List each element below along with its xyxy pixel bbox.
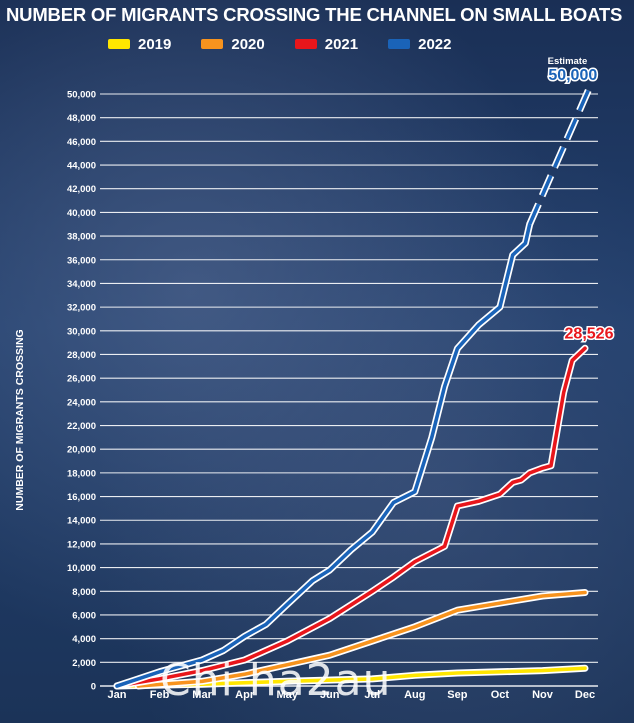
y-tick-label: 48,000: [67, 113, 96, 124]
series-line: [115, 666, 587, 688]
x-tick-label: Sep: [447, 689, 467, 701]
y-tick-label: 28,000: [67, 350, 96, 361]
estimate-line: [528, 87, 591, 225]
x-tick-label: Jun: [320, 689, 340, 701]
legend-swatch-2022: [388, 39, 411, 49]
y-tick-label: 10,000: [67, 563, 96, 574]
legend: 2019 2020 2021 2022: [108, 34, 482, 54]
watermark: Chi ha2au: [160, 655, 392, 706]
y-tick-label: 6,000: [72, 610, 96, 621]
x-tick-label: Oct: [491, 689, 510, 701]
x-tick-label: Aug: [404, 689, 425, 701]
y-tick-label: 2,000: [72, 658, 96, 669]
y-tick-label: 18,000: [67, 468, 96, 479]
series-line: [136, 590, 587, 688]
legend-item-2020: 2020: [201, 35, 265, 53]
y-tick-label: 46,000: [67, 137, 96, 148]
y-tick-label: 12,000: [67, 539, 96, 550]
y-tick-label: 30,000: [67, 326, 96, 337]
series-2022: [113, 86, 593, 690]
x-tick-label: Nov: [532, 689, 554, 701]
y-tick-label: 38,000: [67, 232, 96, 243]
x-tick-label: Dec: [575, 689, 595, 701]
y-tick-label: 4,000: [72, 634, 96, 645]
legend-label-2019: 2019: [138, 35, 172, 53]
legend-item-2022: 2022: [388, 35, 452, 53]
series-2019: [113, 664, 589, 690]
y-tick-label: 40,000: [67, 208, 96, 219]
series-2020: [134, 589, 589, 690]
y-tick-label: 20,000: [67, 445, 96, 456]
annotation-estimate: Estimate: [548, 56, 588, 67]
y-tick-label: 24,000: [67, 397, 96, 408]
legend-label-2021: 2021: [324, 35, 359, 53]
y-tick-label: 26,000: [67, 374, 96, 385]
annotation-50000: 50,000: [548, 67, 597, 84]
y-tick-label: 44,000: [67, 161, 96, 172]
y-tick-label: 0: [91, 682, 96, 693]
series-2021: [113, 344, 589, 690]
legend-swatch-2021: [294, 39, 317, 49]
y-tick-labels: 0 2,000 4,000 6,000 8,000 10,000 12,000 14,000 1…: [67, 90, 96, 693]
series-outline: [113, 220, 534, 690]
legend-swatch-2020: [201, 39, 224, 49]
x-tick-labels: Jan Feb Mar Apr May Jun Jul Aug Sep Oct Nov Dec: [108, 689, 596, 701]
x-tick-label: Jul: [364, 689, 380, 701]
y-tick-label: 14,000: [67, 516, 96, 527]
legend-swatch-2019: [108, 39, 130, 49]
annotation-28526: 28,526: [565, 325, 614, 342]
series-outline: [113, 344, 589, 690]
series-line: [115, 346, 587, 688]
y-tick-label: 8,000: [72, 587, 96, 598]
x-tick-label: Apr: [235, 689, 255, 701]
legend-item-2021: 2021: [294, 35, 359, 53]
legend-item-2019: 2019: [108, 36, 171, 53]
y-tick-label: 32,000: [67, 303, 96, 314]
x-tick-label: Feb: [150, 689, 170, 701]
series-line: [115, 222, 532, 688]
x-tick-label: May: [276, 689, 298, 701]
y-tick-label: 36,000: [67, 255, 96, 266]
chart-title: NUMBER OF MIGRANTS CROSSING THE CHANNEL …: [6, 4, 623, 25]
y-tick-label: 50,000: [67, 90, 96, 101]
legend-label-2022: 2022: [418, 35, 452, 53]
y-tick-label: 16,000: [67, 492, 96, 503]
y-tick-label: 42,000: [67, 184, 96, 195]
x-tick-label: Mar: [192, 689, 212, 701]
legend-label-2020: 2020: [231, 35, 265, 53]
y-tick-label: 22,000: [67, 421, 96, 432]
x-tick-label: Jan: [108, 689, 127, 701]
y-tick-label: 34,000: [67, 279, 96, 290]
